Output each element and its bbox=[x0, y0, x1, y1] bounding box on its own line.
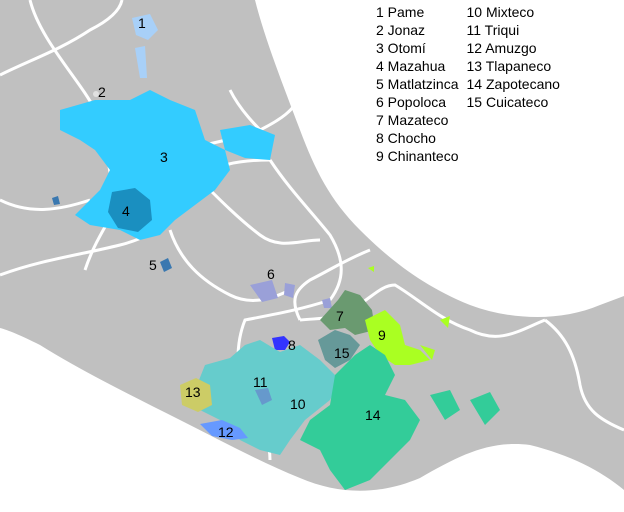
legend-item: 9 Chinanteco bbox=[376, 148, 459, 164]
region-amuzgo bbox=[200, 420, 248, 440]
legend-column-2: 10 Mixteco 11 Triqui 12 Amuzgo 13 Tlapan… bbox=[467, 3, 560, 165]
label-3: 3 bbox=[160, 149, 168, 165]
region-popoloca bbox=[250, 280, 332, 308]
region-labels: 1 2 3 4 5 6 7 8 9 10 11 12 13 14 15 bbox=[98, 15, 386, 440]
region-zapotecano bbox=[300, 345, 500, 490]
label-6: 6 bbox=[267, 266, 275, 282]
label-12: 12 bbox=[218, 424, 234, 440]
region-mazahua bbox=[108, 188, 152, 232]
region-tlapaneco bbox=[180, 378, 212, 412]
legend-column-1: 1 Pame 2 Jonaz 3 Otomí 4 Mazahua 5 Matla… bbox=[376, 3, 459, 165]
legend-item: 11 Triqui bbox=[466, 22, 520, 38]
legend-item: 3 Otomí bbox=[376, 40, 426, 56]
label-4: 4 bbox=[122, 203, 130, 219]
label-15: 15 bbox=[334, 345, 350, 361]
legend-item: 7 Mazateco bbox=[376, 112, 449, 128]
legend-item: 10 Mixteco bbox=[466, 4, 535, 20]
legend-item: 14 Zapotecano bbox=[466, 76, 560, 92]
label-9: 9 bbox=[378, 327, 386, 343]
region-jonaz bbox=[93, 91, 99, 97]
region-triqui bbox=[255, 388, 272, 405]
region-chinanteco bbox=[365, 266, 450, 365]
legend-item: 5 Matlatzinca bbox=[376, 76, 459, 92]
legend-item: 8 Chocho bbox=[376, 130, 436, 146]
legend-item: 6 Popoloca bbox=[376, 94, 447, 110]
label-14: 14 bbox=[365, 407, 381, 423]
region-chocho bbox=[272, 336, 290, 350]
legend-item: 13 Tlapaneco bbox=[466, 58, 552, 74]
legend-item: 2 Jonaz bbox=[376, 22, 426, 38]
region-cuicateco bbox=[318, 330, 360, 368]
legend-item: 4 Mazahua bbox=[376, 58, 446, 74]
legend-item: 1 Pame bbox=[376, 4, 425, 20]
region-pame bbox=[132, 14, 158, 78]
legend-item: 15 Cuicateco bbox=[466, 94, 549, 110]
label-5: 5 bbox=[149, 257, 157, 273]
label-7: 7 bbox=[336, 308, 344, 324]
label-11: 11 bbox=[253, 374, 268, 390]
language-regions bbox=[52, 14, 500, 490]
label-13: 13 bbox=[185, 384, 201, 400]
region-mazateco bbox=[320, 290, 375, 335]
label-8: 8 bbox=[288, 337, 296, 353]
legend: 1 Pame 2 Jonaz 3 Otomí 4 Mazahua 5 Matla… bbox=[376, 3, 560, 165]
legend-item: 12 Amuzgo bbox=[466, 40, 537, 56]
label-10: 10 bbox=[290, 396, 306, 412]
label-1: 1 bbox=[138, 15, 146, 31]
label-2: 2 bbox=[98, 84, 106, 100]
